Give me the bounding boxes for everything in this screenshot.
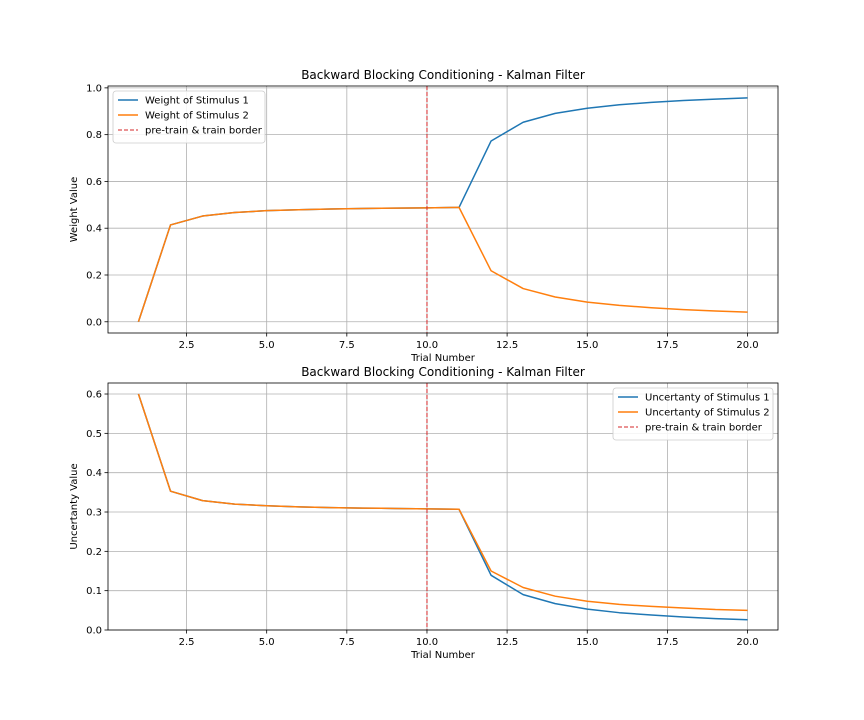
chart-panel-2: 2.5 5.0 7.5 10.0 12.5 15.0 17.5 20.0 0.0 0.1 0.2 0.… [69,365,779,661]
x-tick-label: 20.0 [736,340,758,351]
legend-label: Uncertanty of Stimulus 1 [645,393,770,404]
legend-label: Uncertanty of Stimulus 2 [645,408,770,419]
chart-title: Backward Blocking Conditioning - Kalman … [301,365,585,379]
y-tick-label: 0.4 [86,468,102,479]
x-tick-label: 7.5 [339,637,355,648]
y-axis-label: Weight Value [69,177,80,242]
legend-label: pre-train & train border [645,423,763,434]
chart-panel-1: 2.5 5.0 7.5 10.0 12.5 15.0 17.5 20.0 0.0 0.2 0.4 0.… [69,68,779,364]
chart-title: Backward Blocking Conditioning - Kalman … [301,68,585,82]
x-tick-label: 10.0 [416,637,438,648]
x-tick-label: 7.5 [339,340,355,351]
x-tick-label: 17.5 [656,340,678,351]
x-tick-label: 2.5 [179,340,195,351]
y-tick-label: 0.6 [86,177,102,188]
y-tick-label: 0.8 [86,130,102,141]
legend: Uncertanty of Stimulus 1 Uncertanty of St… [612,387,774,441]
x-tick-label: 10.0 [416,340,438,351]
y-tick-label: 0.4 [86,224,102,235]
legend: Weight of Stimulus 1 Weight of Stimulus 2… [112,90,266,144]
y-tick-label: 0.2 [86,270,102,281]
axes-frame [107,85,779,334]
y-tick-label: 1.0 [86,83,102,94]
legend-label: Weight of Stimulus 2 [145,111,249,122]
series-line-2 [137,393,748,612]
x-tick-label: 5.0 [259,340,275,351]
x-tick-label: 12.5 [496,340,518,351]
legend-box [112,90,266,144]
legend-label: pre-train & train border [145,126,263,137]
x-axis-label: Trial Number [410,650,476,661]
x-tick-label: 2.5 [179,637,195,648]
legend-label: Weight of Stimulus 1 [145,96,249,107]
y-tick-label: 0.0 [86,626,102,637]
x-tick-label: 15.0 [576,637,598,648]
y-tick-label: 0.0 [86,317,102,328]
y-tick-label: 0.5 [86,429,102,440]
y-tick-label: 0.2 [86,547,102,558]
legend-box [612,387,774,441]
y-axis-label: Uncertanty Value [69,463,80,549]
series-line-2 [137,206,748,323]
x-tick-label: 20.0 [736,637,758,648]
x-tick-label: 15.0 [576,340,598,351]
y-tick-label: 0.1 [86,586,102,597]
y-tick-label: 0.6 [86,390,102,401]
x-axis-label: Trial Number [410,353,476,364]
x-tick-label: 12.5 [496,637,518,648]
axes-frame [107,382,779,631]
y-tick-label: 0.3 [86,508,102,519]
x-tick-label: 17.5 [656,637,678,648]
x-tick-label: 5.0 [259,637,275,648]
